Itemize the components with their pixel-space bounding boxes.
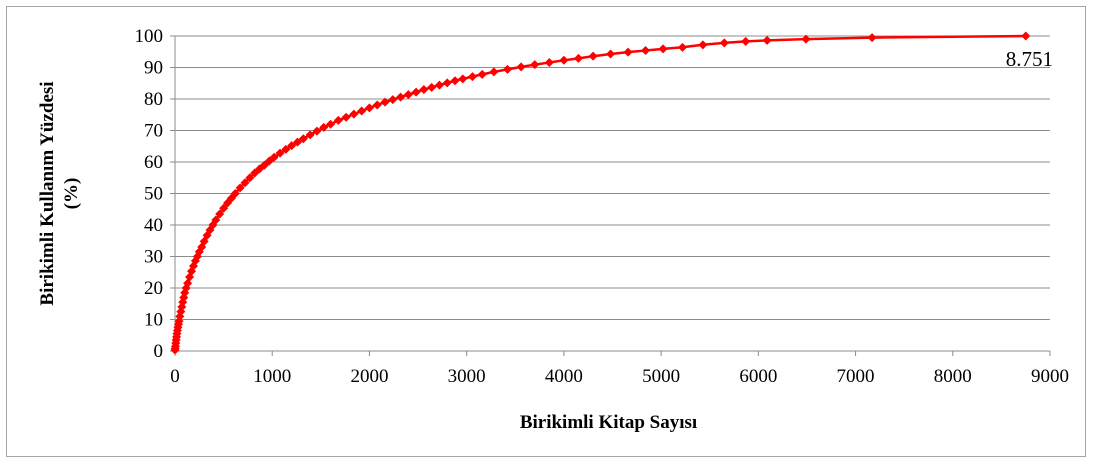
y-tick-labels: 0 10 20 30 40 50 60 70 80 90 100 [135, 26, 164, 362]
x-tick-label: 0 [170, 366, 180, 387]
data-point-marker [305, 130, 315, 140]
data-point-marker [411, 87, 421, 97]
data-point-marker [245, 173, 255, 183]
data-point-marker [372, 100, 382, 110]
x-axis-title: Birikimli Kitap Sayısı [520, 412, 697, 433]
data-point-marker [544, 57, 554, 67]
data-point-marker [442, 78, 452, 88]
data-point-marker [396, 92, 406, 102]
data-point-marker [678, 42, 687, 52]
data-point-marker [281, 144, 291, 154]
y-tick-label: 90 [144, 58, 163, 79]
x-tick-label: 5000 [642, 366, 680, 387]
data-point-marker [403, 90, 413, 100]
data-point-marker [419, 85, 429, 95]
data-point-marker [516, 62, 526, 72]
data-point-marker [468, 72, 477, 82]
series-markers [170, 31, 1031, 355]
end-value-annotation: 8.751 [1006, 47, 1053, 71]
x-tick-label: 1000 [253, 366, 291, 387]
data-point-marker [312, 126, 322, 136]
data-point-marker [1021, 31, 1031, 41]
y-axis-title-line-1: Birikimli Kullanım Yüzdesi [37, 81, 58, 305]
grid-lines [175, 35, 1050, 320]
data-point-marker [698, 40, 708, 50]
data-point-marker [275, 148, 285, 158]
data-point-marker [235, 183, 245, 193]
x-tick-label: 8000 [934, 366, 972, 387]
data-point-marker [211, 215, 221, 225]
data-point-marker [458, 74, 468, 84]
x-tick-label: 6000 [739, 366, 777, 387]
data-point-marker [489, 67, 499, 77]
y-tick-label: 0 [154, 341, 164, 362]
data-point-marker [364, 103, 374, 113]
data-point-marker [219, 203, 229, 213]
data-point-marker [434, 80, 444, 90]
data-point-marker [573, 53, 583, 63]
data-point-marker [298, 134, 308, 144]
data-point-marker [255, 164, 265, 174]
y-tick-label: 100 [135, 26, 164, 47]
data-point-marker [588, 51, 598, 61]
data-point-marker [801, 34, 811, 44]
data-point-marker [762, 35, 772, 45]
data-point-marker [240, 178, 250, 188]
data-point-marker [658, 44, 668, 54]
data-point-marker [719, 38, 729, 48]
chart-svg: 0 10 20 30 40 50 60 70 80 90 100 0 1000 2000 3000 4000… [37, 26, 1069, 433]
data-point-marker [215, 209, 225, 219]
x-tick-label: 3000 [448, 366, 486, 387]
data-point-marker [477, 69, 487, 79]
data-point-marker [606, 49, 616, 59]
data-point-marker [287, 141, 297, 151]
x-tick-label: 2000 [350, 366, 388, 387]
data-point-marker [503, 64, 512, 74]
data-point-marker [623, 47, 633, 57]
y-tick-label: 60 [144, 152, 163, 173]
x-tick-label: 4000 [545, 366, 583, 387]
data-point-marker [388, 95, 398, 105]
data-point-marker [380, 97, 390, 107]
y-tick-label: 70 [144, 121, 163, 142]
data-point-marker [867, 33, 877, 43]
data-point-marker [326, 119, 336, 129]
data-point-marker [349, 109, 359, 119]
chart-frame: 0 10 20 30 40 50 60 70 80 90 100 0 1000 2000 3000 4000… [6, 6, 1086, 457]
data-point-marker [293, 137, 302, 147]
x-tick-labels: 0 1000 2000 3000 4000 5000 6000 7000 8000 9000 [170, 366, 1069, 387]
data-point-marker [319, 122, 329, 132]
y-tick-label: 10 [144, 310, 163, 331]
data-point-marker [450, 76, 460, 86]
data-point-marker [641, 45, 651, 55]
data-point-marker [269, 152, 279, 162]
data-point-marker [333, 115, 343, 125]
data-point-marker [427, 82, 437, 92]
y-tick-label: 20 [144, 278, 163, 299]
data-point-marker [530, 60, 540, 70]
data-point-marker [230, 189, 240, 198]
data-point-marker [559, 55, 569, 65]
data-point-marker [357, 106, 367, 116]
y-tick-label: 40 [144, 215, 163, 236]
axes [170, 35, 1051, 356]
y-tick-label: 30 [144, 247, 163, 268]
data-point-marker [341, 112, 351, 122]
x-tick-label: 7000 [837, 366, 875, 387]
y-tick-label: 50 [144, 184, 163, 205]
data-point-marker [741, 36, 751, 46]
y-tick-label: 80 [144, 89, 163, 110]
y-axis-title-line-2: (%) [61, 178, 82, 210]
x-tick-label: 9000 [1031, 366, 1069, 387]
